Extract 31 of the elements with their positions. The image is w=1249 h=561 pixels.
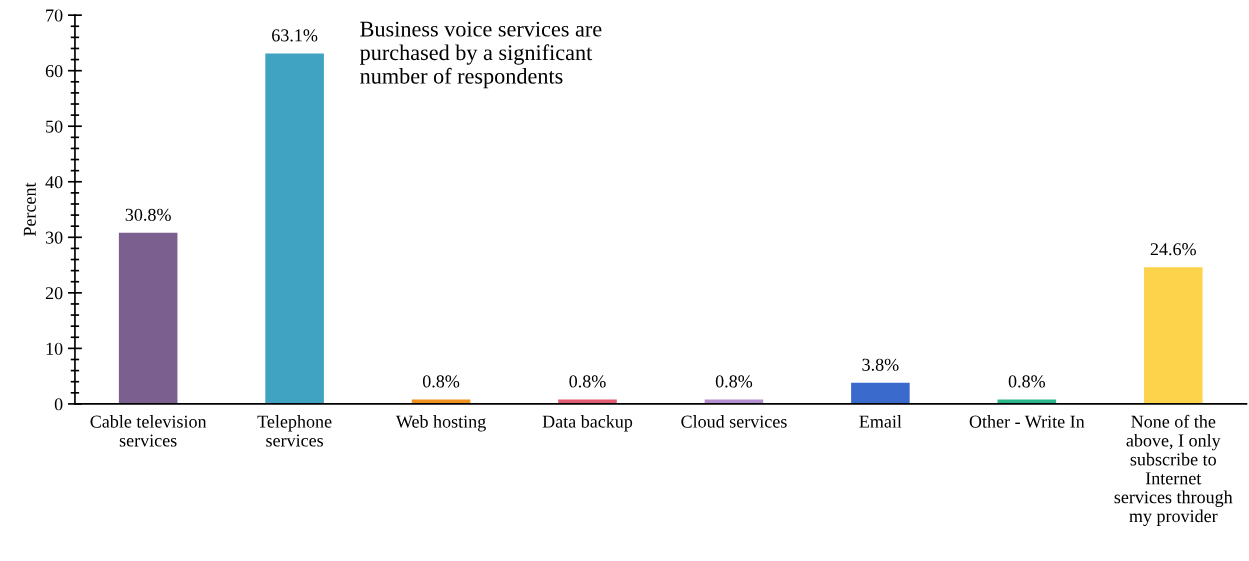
y-tick-label: 40 [45, 176, 63, 189]
y-tick-label: 0 [54, 398, 63, 411]
data-label: 63.1% [272, 29, 318, 42]
x-tick-label: Email [859, 415, 902, 428]
bar [1143, 267, 1203, 404]
data-label: 3.8% [862, 358, 899, 371]
x-tick-label: Data backup [542, 415, 633, 432]
data-label: 24.6% [1150, 243, 1196, 256]
y-tick-label: 10 [46, 342, 63, 355]
y-tick-label: 70 [46, 9, 63, 22]
annotation: Business voice services are purchased by a significant number of respondents [359, 21, 602, 89]
bar [118, 232, 178, 404]
bar [558, 399, 617, 404]
y-tick-label: 50 [46, 120, 63, 133]
y-axis-title: Percent [23, 182, 36, 237]
y-tick-label: 20 [45, 287, 63, 300]
y-tick-label: 60 [45, 64, 63, 78]
data-label: 0.8% [1008, 375, 1046, 388]
data-label: 0.8% [422, 375, 460, 388]
x-tick-label: None of the above, I only subscribe to Internet services through my provider [1114, 414, 1233, 526]
bar [265, 53, 324, 404]
data-label: 0.8% [569, 375, 606, 388]
data-label: 30.8% [125, 208, 171, 221]
data-label: 0.8% [715, 375, 753, 388]
x-tick-label: Telephone services [257, 415, 332, 447]
y-tick-label: 30 [45, 231, 63, 244]
x-tick-label: Cloud services [681, 415, 787, 428]
x-tick-label: Cable television services [90, 415, 207, 447]
bar [851, 382, 910, 404]
x-tick-label: Other - Write In [969, 415, 1085, 428]
x-tick-label: Web hosting [395, 415, 486, 432]
